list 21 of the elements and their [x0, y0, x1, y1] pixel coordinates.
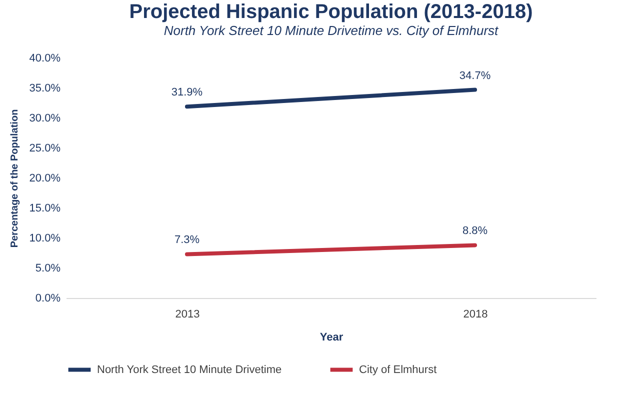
data-label: 7.3%: [174, 234, 200, 246]
y-tick-label: 5.0%: [35, 262, 61, 274]
y-axis-title: Percentage of the Population: [9, 109, 20, 248]
x-tick-label: 2018: [463, 308, 488, 320]
data-label: 34.7%: [459, 70, 491, 82]
y-tick-label: 10.0%: [29, 232, 61, 244]
y-tick-label: 25.0%: [29, 142, 61, 154]
x-axis-title: Year: [320, 332, 344, 344]
data-label: 31.9%: [171, 86, 203, 99]
y-tick-label: 15.0%: [29, 202, 61, 214]
data-label: 8.8%: [462, 225, 488, 238]
y-tick-label: 20.0%: [29, 172, 61, 184]
x-tick-label: 2013: [175, 308, 200, 320]
legend-label: City of Elmhurst: [359, 364, 437, 376]
y-tick-label: 30.0%: [29, 112, 61, 124]
y-tick-label: 35.0%: [29, 82, 61, 94]
chart-subtitle: North York Street 10 Minute Drivetime vs. City of Elmhurst: [164, 23, 500, 38]
y-tick-label: 0.0%: [35, 292, 61, 304]
legend-label: North York Street 10 Minute Drivetime: [97, 364, 282, 376]
y-tick-label: 40.0%: [29, 52, 61, 64]
chart-title: Projected Hispanic Population (2013-2018): [129, 1, 533, 23]
